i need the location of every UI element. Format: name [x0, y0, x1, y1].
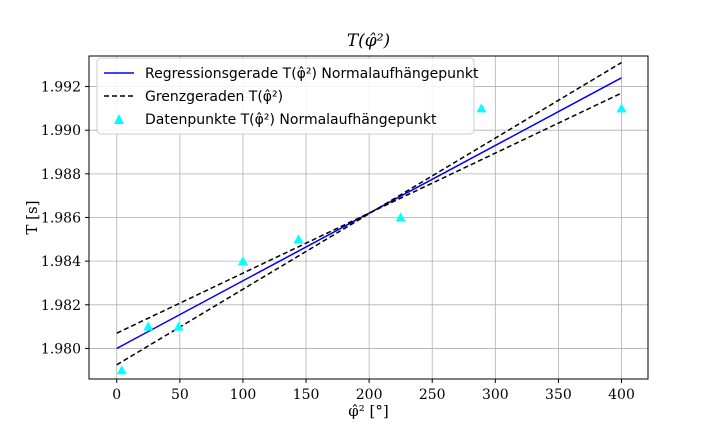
data-point [237, 256, 248, 266]
x-tick-label: 50 [171, 387, 189, 403]
y-tick-label: 1.988 [41, 167, 81, 183]
x-tick-label: 200 [356, 387, 383, 403]
x-tick-label: 300 [482, 387, 509, 403]
data-point [476, 103, 487, 113]
series-line-2 [116, 92, 622, 334]
chart-title: T(φ̂²) [347, 31, 390, 51]
data-point [293, 234, 304, 244]
legend-label-regression: Regressionsgerade T(φ̂²) Normalaufhängep… [145, 66, 479, 82]
y-axis-ticks: 1.980 1.982 1.984 1.986 1.988 1.990 1.992 [41, 80, 89, 357]
x-tick-label: 250 [419, 387, 446, 403]
y-tick-label: 1.992 [41, 80, 81, 96]
legend-label-datapoints: Datenpunkte T(φ̂²) Normalaufhängepunkt [145, 112, 437, 128]
data-point [116, 365, 127, 375]
legend-label-limits: Grenzgeraden T(φ̂²) [145, 89, 283, 105]
y-axis-label: T [s] [23, 200, 41, 234]
y-tick-label: 1.986 [41, 211, 81, 227]
data-point [143, 321, 154, 331]
data-point [173, 321, 184, 331]
x-axis-label: φ̂² [°] [348, 402, 389, 420]
x-tick-label: 0 [112, 387, 121, 403]
legend-swatch-datapoints [114, 114, 124, 124]
data-point [616, 103, 627, 113]
series-layer [116, 61, 627, 375]
legend-box [96, 57, 475, 135]
y-tick-label: 1.984 [41, 254, 81, 270]
x-tick-label: 150 [293, 387, 320, 403]
x-tick-label: 350 [545, 387, 572, 403]
y-tick-label: 1.980 [41, 341, 81, 357]
y-tick-label: 1.990 [41, 123, 81, 139]
series-line-0 [116, 77, 622, 350]
x-tick-label: 100 [230, 387, 257, 403]
series-line-1 [116, 61, 622, 366]
x-axis-ticks: 0 50 100 150 200 250 300 350 400 [112, 379, 635, 403]
y-tick-label: 1.982 [41, 298, 81, 314]
data-point [395, 212, 406, 222]
legend: Regressionsgerade T(φ̂²) Normalaufhängep… [96, 57, 479, 135]
plot-frame [88, 55, 649, 380]
x-tick-label: 400 [608, 387, 635, 403]
